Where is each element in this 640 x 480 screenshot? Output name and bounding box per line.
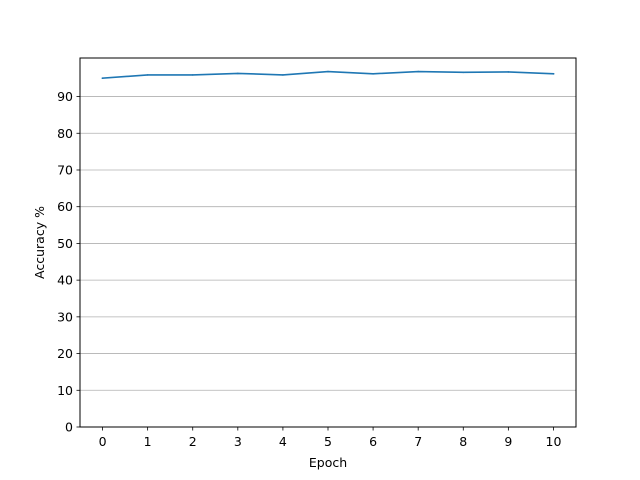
data-point — [146, 74, 149, 76]
y-tick-label: 0 — [65, 420, 73, 435]
x-tick-label: 9 — [504, 434, 512, 449]
x-tick-label: 1 — [144, 434, 152, 449]
x-tick-label: 6 — [369, 434, 377, 449]
data-point — [372, 72, 374, 75]
x-tick-label: 8 — [459, 434, 467, 449]
data-point — [417, 70, 419, 73]
y-axis-ticks: 0 10 20 30 40 50 60 70 80 90 — [57, 89, 80, 435]
y-tick-label: 80 — [57, 126, 73, 141]
y-tick-label: 60 — [57, 199, 73, 214]
x-axis-ticks: 0 1 2 3 4 5 6 7 8 9 10 — [99, 427, 562, 449]
y-axis-label: Accuracy % — [32, 206, 47, 279]
y-tick-label: 20 — [57, 346, 73, 361]
data-point — [507, 71, 510, 73]
x-tick-label: 4 — [279, 434, 287, 449]
x-tick-label: 2 — [189, 434, 197, 449]
x-tick-label: 10 — [546, 434, 562, 449]
data-point — [327, 70, 329, 73]
y-tick-label: 70 — [57, 162, 73, 177]
x-tick-label: 3 — [234, 434, 242, 449]
x-tick-label: 7 — [414, 434, 422, 449]
y-tick-label: 90 — [57, 89, 73, 104]
x-tick-label: 0 — [99, 434, 107, 449]
x-tick-label: 5 — [324, 434, 332, 449]
y-tick-label: 50 — [57, 236, 73, 251]
data-point — [101, 77, 104, 79]
data-point — [237, 72, 239, 75]
series-group — [101, 70, 555, 80]
data-point — [552, 72, 555, 75]
data-point — [282, 74, 284, 76]
y-tick-label: 30 — [57, 309, 73, 324]
y-tick-label: 40 — [57, 273, 73, 288]
data-point — [191, 74, 194, 76]
x-axis-label: Epoch — [309, 455, 347, 470]
data-point — [462, 71, 465, 74]
y-tick-label: 10 — [57, 383, 73, 398]
gridlines — [80, 96, 576, 428]
